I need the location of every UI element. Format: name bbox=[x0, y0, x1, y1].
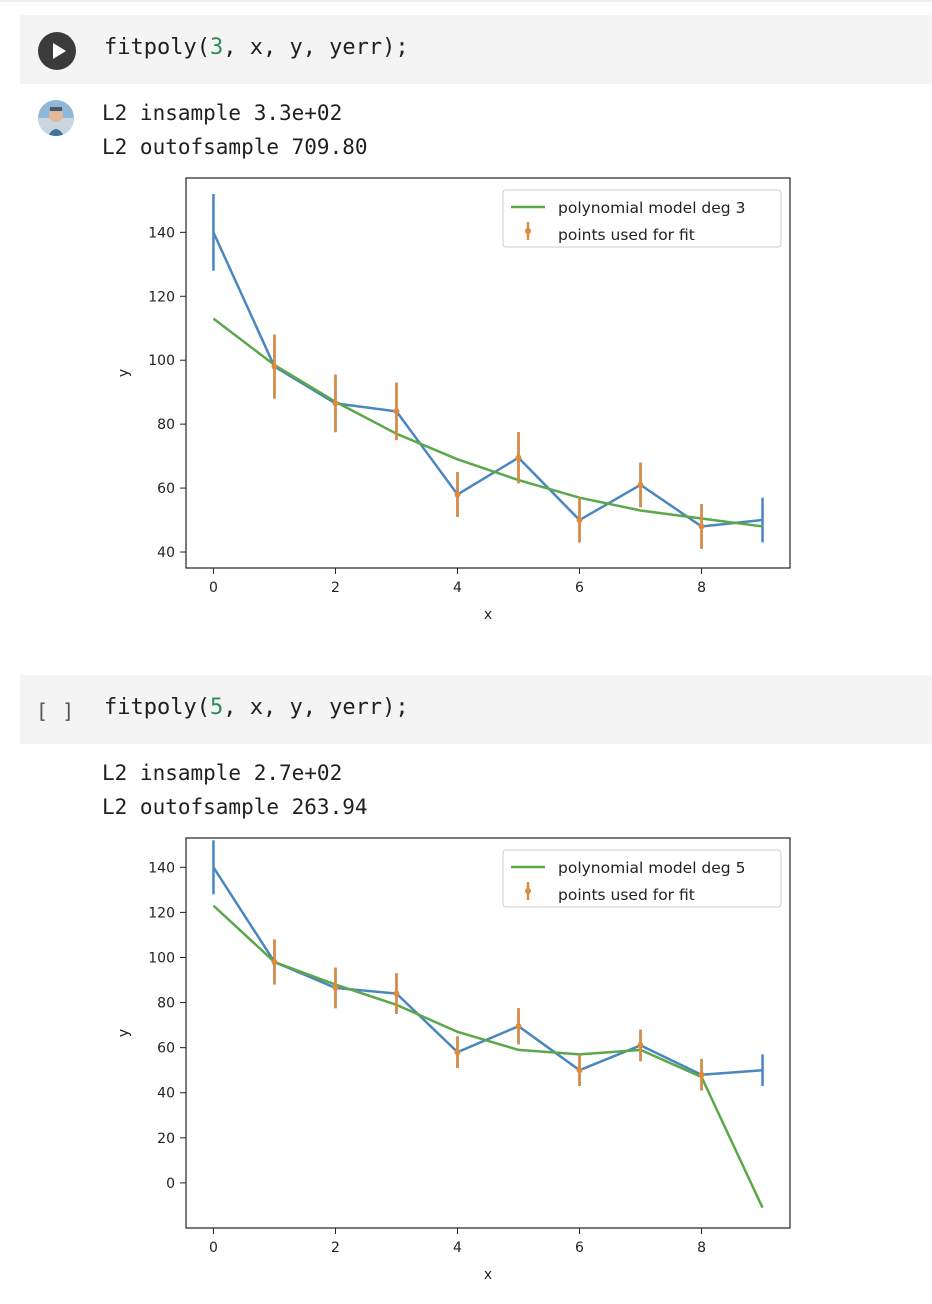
legend-box bbox=[502, 849, 782, 908]
fit-point bbox=[393, 408, 400, 415]
x-tick-label: 6 bbox=[575, 580, 584, 596]
output-line-insample-2: L2 insample 2.7e+02 bbox=[102, 761, 343, 785]
fit-point bbox=[576, 517, 583, 524]
plot-degree-3: 40 60 80 100 120 140 0 2 4 6 8 x y polynomial model d… bbox=[116, 177, 791, 623]
y-tick-label: 40 bbox=[157, 545, 175, 561]
x-tick-label: 4 bbox=[453, 580, 462, 596]
fit-point bbox=[637, 481, 644, 488]
y-tick-label: 40 bbox=[157, 1086, 175, 1102]
fit-point bbox=[515, 454, 522, 461]
fit-point bbox=[454, 1049, 461, 1056]
legend-box bbox=[502, 189, 782, 248]
code-args: , x, y, yerr); bbox=[223, 695, 409, 720]
user-avatar bbox=[38, 100, 74, 136]
code-line-2[interactable]: fitpoly(5, x, y, yerr); bbox=[104, 695, 409, 720]
code-args: , x, y, yerr); bbox=[223, 35, 409, 60]
fit-point bbox=[515, 1023, 522, 1030]
x-tick-label: 6 bbox=[575, 1240, 584, 1256]
x-axis-label: x bbox=[484, 1267, 492, 1283]
data-series-line bbox=[212, 866, 763, 1076]
y-tick-label: 80 bbox=[157, 417, 175, 433]
output-line-outofsample-2: L2 outofsample 263.94 bbox=[102, 795, 368, 819]
output-line-insample-1: L2 insample 3.3e+02 bbox=[102, 101, 343, 125]
code-degree: 5 bbox=[209, 695, 224, 720]
y-tick-label: 100 bbox=[148, 353, 175, 369]
fit-point bbox=[637, 1042, 644, 1049]
output-line-outofsample-1: L2 outofsample 709.80 bbox=[102, 135, 368, 159]
x-tick-label: 0 bbox=[209, 580, 218, 596]
x-tick-label: 8 bbox=[697, 1240, 706, 1256]
y-axis-label: y bbox=[116, 1029, 132, 1037]
y-tick-label: 100 bbox=[148, 950, 175, 966]
x-tick-label: 8 bbox=[697, 580, 706, 596]
y-tick-label: 60 bbox=[157, 1041, 175, 1057]
y-tick-label: 60 bbox=[157, 481, 175, 497]
top-divider bbox=[0, 0, 932, 2]
y-tick-label: 120 bbox=[148, 289, 175, 305]
code-fn: fitpoly( bbox=[104, 35, 210, 60]
fit-point bbox=[332, 400, 339, 407]
legend-label-fit: points used for fit bbox=[558, 226, 695, 244]
fit-point bbox=[393, 990, 400, 997]
y-tick-label: 20 bbox=[157, 1131, 175, 1147]
code-line-1[interactable]: fitpoly(3, x, y, yerr); bbox=[104, 35, 409, 60]
fit-point bbox=[454, 491, 461, 498]
run-cell-button[interactable] bbox=[38, 32, 76, 70]
fit-point bbox=[332, 984, 339, 991]
y-tick-label: 0 bbox=[166, 1176, 175, 1192]
y-tick-label: 80 bbox=[157, 996, 175, 1012]
model-curve bbox=[212, 904, 764, 1209]
y-tick-label: 140 bbox=[148, 860, 175, 876]
legend-label-model: polynomial model deg 3 bbox=[558, 199, 745, 217]
code-degree: 3 bbox=[209, 35, 224, 60]
code-fn: fitpoly( bbox=[104, 695, 210, 720]
fit-point bbox=[698, 1071, 705, 1078]
legend-label-model: polynomial model deg 5 bbox=[558, 859, 745, 877]
legend-swatch-fit-point bbox=[525, 228, 531, 234]
fit-point bbox=[576, 1067, 583, 1074]
x-tick-label: 2 bbox=[331, 580, 340, 596]
code-cell-2[interactable]: [ ] fitpoly(5, x, y, yerr); bbox=[20, 675, 932, 744]
play-icon bbox=[53, 43, 66, 59]
code-cell-1[interactable]: fitpoly(3, x, y, yerr); bbox=[20, 15, 932, 84]
cell-execution-bracket[interactable]: [ ] bbox=[36, 699, 76, 723]
plot-frame bbox=[185, 837, 791, 1229]
plot-degree-5: 0 20 40 60 80 100 120 140 0 2 4 6 8 x y polynomial mode… bbox=[116, 837, 791, 1283]
data-series-line bbox=[212, 231, 763, 528]
y-tick-label: 140 bbox=[148, 225, 175, 241]
fit-point bbox=[698, 523, 705, 530]
x-tick-label: 4 bbox=[453, 1240, 462, 1256]
model-curve bbox=[212, 317, 763, 528]
legend-swatch-fit-point bbox=[525, 888, 531, 894]
x-axis-label: x bbox=[484, 607, 492, 623]
legend-label-fit: points used for fit bbox=[558, 886, 695, 904]
x-tick-label: 0 bbox=[209, 1240, 218, 1256]
y-axis-label: y bbox=[116, 369, 132, 377]
fit-point bbox=[271, 363, 278, 370]
y-tick-label: 120 bbox=[148, 905, 175, 921]
fit-point bbox=[271, 958, 278, 965]
x-tick-label: 2 bbox=[331, 1240, 340, 1256]
